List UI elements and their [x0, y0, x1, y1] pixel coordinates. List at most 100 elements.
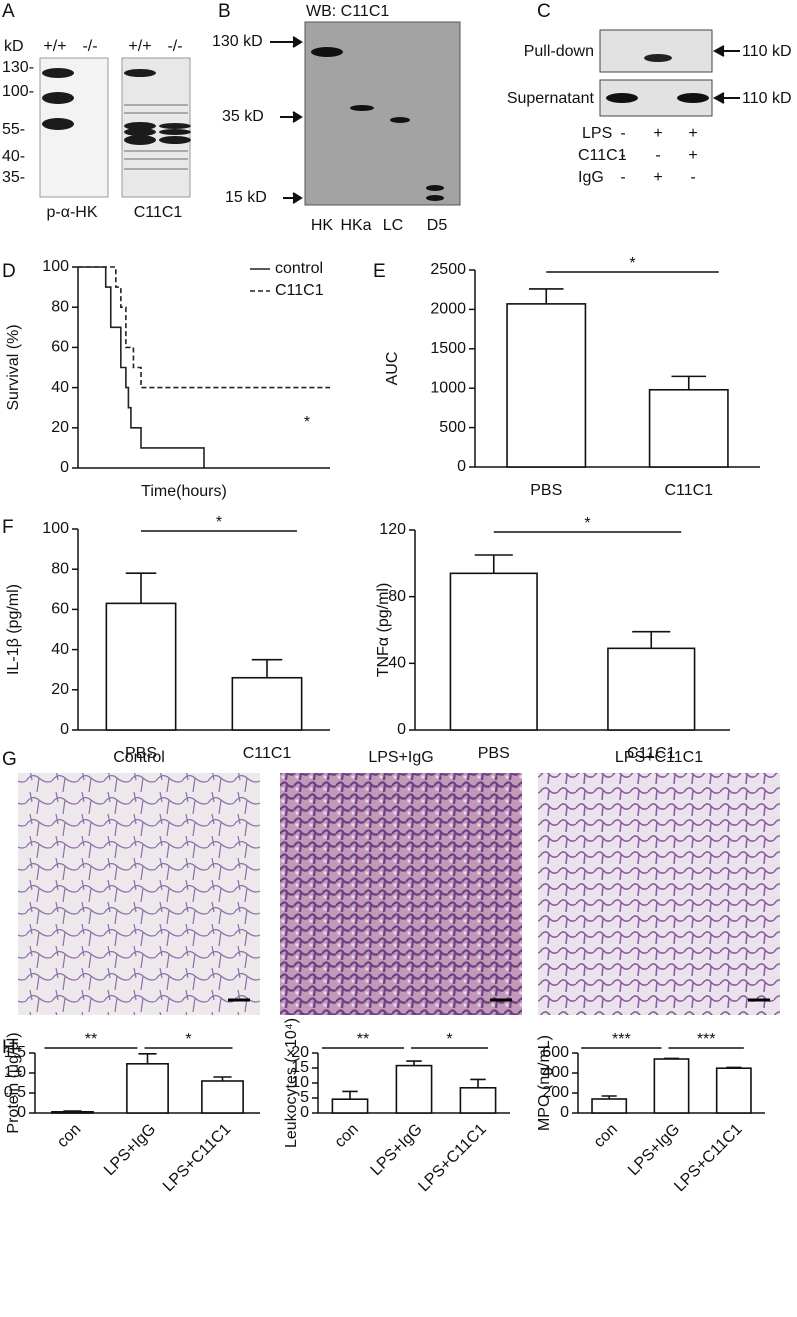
error-bar — [529, 288, 564, 304]
y-tick-label: 120 — [379, 521, 406, 538]
faint-band — [124, 168, 188, 170]
bar — [395, 1064, 433, 1114]
error-bar — [601, 1095, 617, 1099]
band — [311, 47, 343, 57]
x-tick-label: LPS+IgG — [368, 1121, 426, 1179]
x-tick-label: LPS+C11C1 — [415, 1121, 489, 1195]
band — [42, 118, 74, 130]
arrow — [280, 111, 303, 123]
bar — [715, 1067, 752, 1114]
histology-image — [18, 773, 260, 1015]
faint-band — [124, 150, 188, 152]
bar — [126, 1063, 169, 1114]
significance: * — [584, 515, 590, 532]
y-tick-label: 0 — [60, 721, 69, 738]
x-tick-label: LPS+IgG — [101, 1121, 159, 1179]
error-bar — [474, 554, 513, 574]
bar — [591, 1098, 628, 1114]
faint-band — [124, 104, 188, 106]
band — [159, 136, 191, 144]
bar — [653, 1058, 690, 1114]
band — [124, 69, 156, 77]
y-tick-label: 20 — [51, 681, 69, 698]
significance: ** — [85, 1031, 97, 1048]
legend-label: C11C1 — [275, 282, 324, 299]
blot — [599, 29, 713, 73]
caption: p-α-HK — [46, 204, 97, 221]
lane-label: +/+ — [128, 38, 151, 55]
x-tick-label: PBS — [125, 745, 157, 762]
band — [124, 128, 156, 136]
x-tick-label: con — [332, 1121, 362, 1151]
y-tick-label: 40 — [51, 379, 69, 396]
x-tick-label: C11C1 — [243, 745, 292, 762]
y-tick-label: 0 — [397, 721, 406, 738]
x-tick-label: con — [591, 1121, 621, 1151]
sign: - — [655, 147, 660, 164]
y-axis-label: Survival (%) — [5, 324, 22, 410]
arrow — [712, 45, 740, 57]
band — [350, 105, 374, 111]
image-title: LPS+C11C1 — [615, 749, 703, 766]
marker-label: 15 kD — [225, 189, 267, 206]
x-tick-label: C11C1 — [627, 745, 676, 762]
sign: + — [653, 125, 662, 142]
bar — [105, 602, 177, 731]
y-axis-label: TNFα (pg/ml) — [375, 583, 392, 678]
y-tick-label: 0 — [457, 458, 466, 475]
band — [606, 93, 638, 103]
sign: + — [688, 125, 697, 142]
panel-label: G — [2, 749, 17, 770]
y-axis-label: AUC — [384, 352, 401, 386]
arrow — [283, 192, 303, 204]
y-tick-label: 80 — [51, 560, 69, 577]
survival-line — [78, 266, 330, 389]
y-tick-label: 0 — [17, 1104, 26, 1121]
sign: - — [620, 125, 625, 142]
arrow — [270, 36, 303, 48]
blot-title: WB: C11C1 — [306, 3, 389, 20]
band — [159, 129, 191, 135]
sign: - — [620, 147, 625, 164]
band — [426, 195, 444, 201]
error-bar — [663, 1057, 680, 1060]
x-tick-label: LPS+C11C1 — [160, 1121, 234, 1195]
panel-label: C — [537, 1, 551, 22]
error-bar — [342, 1090, 358, 1100]
y-tick-label: 500 — [439, 419, 466, 436]
band — [390, 117, 410, 123]
y-tick-label: 1.5 — [4, 1044, 26, 1061]
y-tick-label: 2500 — [430, 261, 466, 278]
y-tick-label: 100 — [42, 258, 69, 275]
significance: * — [216, 514, 222, 531]
band — [124, 135, 156, 145]
y-tick-label: 0 — [560, 1104, 569, 1121]
y-axis-label: Leukocytes (×10⁴) — [283, 1018, 300, 1148]
error-bar — [63, 1110, 82, 1112]
band — [426, 185, 444, 191]
bar — [449, 572, 538, 731]
y-tick-label: 1000 — [430, 379, 466, 396]
y-tick-label: 600 — [542, 1044, 569, 1061]
marker-label: 100- — [2, 83, 34, 100]
y-tick-label: 40 — [388, 655, 406, 672]
y-tick-label: 80 — [51, 298, 69, 315]
y-tick-label: 15 — [291, 1059, 309, 1076]
y-tick-label: 20 — [291, 1044, 309, 1061]
marker-label: 40- — [2, 148, 25, 165]
bar — [231, 676, 303, 731]
x-tick-label: LPS+C11C1 — [671, 1121, 745, 1195]
significance: * — [629, 255, 635, 272]
marker-label: 130 kD — [212, 33, 263, 50]
band — [42, 68, 74, 78]
bar — [51, 1111, 94, 1114]
y-tick-label: 80 — [388, 588, 406, 605]
condition-label: LPS — [582, 125, 612, 142]
y-tick-label: 0 — [300, 1104, 309, 1121]
bar — [648, 388, 729, 468]
y-tick-label: 0.5 — [4, 1084, 26, 1101]
marker-label: 35 kD — [222, 108, 264, 125]
error-bar — [213, 1076, 232, 1081]
